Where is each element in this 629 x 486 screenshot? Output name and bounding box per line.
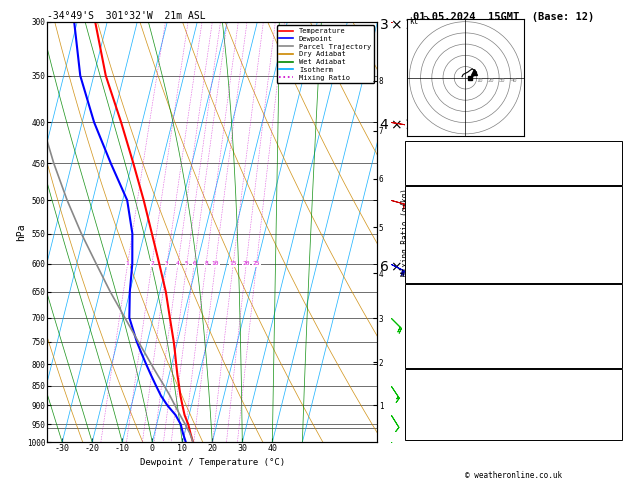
Text: 1: 1 — [126, 261, 130, 266]
Text: 15: 15 — [230, 261, 237, 266]
Text: 0: 0 — [614, 268, 620, 277]
Text: Mixing Ratio (g/kg): Mixing Ratio (g/kg) — [401, 188, 410, 276]
Text: Lifted Index: Lifted Index — [408, 327, 472, 335]
Text: 0: 0 — [614, 255, 620, 264]
Text: Pressure (mb): Pressure (mb) — [408, 299, 477, 309]
Text: 43: 43 — [609, 156, 620, 165]
Text: CIN (J): CIN (J) — [408, 353, 445, 362]
Text: Totals Totals: Totals Totals — [408, 156, 477, 165]
Y-axis label: km
ASL: km ASL — [425, 232, 440, 251]
Text: 0: 0 — [614, 353, 620, 362]
Text: 310°: 310° — [598, 411, 620, 420]
Text: 10: 10 — [212, 261, 220, 266]
Text: Dewp (°C): Dewp (°C) — [408, 214, 456, 224]
Text: StmSpd (kt): StmSpd (kt) — [408, 425, 467, 434]
Text: 4: 4 — [176, 261, 180, 266]
Text: 20: 20 — [242, 261, 250, 266]
Text: 309: 309 — [603, 228, 620, 237]
Text: K: K — [408, 143, 413, 152]
Text: 850: 850 — [603, 299, 620, 309]
Text: 40: 40 — [510, 78, 517, 83]
Text: StmDir: StmDir — [408, 411, 440, 420]
Legend: Temperature, Dewpoint, Parcel Trajectory, Dry Adiabat, Wet Adiabat, Isotherm, Mi: Temperature, Dewpoint, Parcel Trajectory… — [277, 25, 374, 83]
Text: PW (cm): PW (cm) — [408, 170, 445, 179]
Text: θᴱ (K): θᴱ (K) — [408, 313, 440, 322]
Text: 11.2: 11.2 — [598, 214, 620, 224]
Text: Lifted Index: Lifted Index — [408, 241, 472, 250]
Text: LCL: LCL — [404, 423, 418, 433]
Text: CAPE (J): CAPE (J) — [408, 340, 450, 349]
Text: 11: 11 — [609, 143, 620, 152]
Text: 5: 5 — [614, 327, 620, 335]
Text: 37: 37 — [609, 425, 620, 434]
Text: Temp (°C): Temp (°C) — [408, 201, 456, 210]
Text: 10: 10 — [477, 78, 483, 83]
Text: 30: 30 — [499, 78, 506, 83]
Text: 208: 208 — [603, 398, 620, 407]
Text: 01.05.2024  15GMT  (Base: 12): 01.05.2024 15GMT (Base: 12) — [413, 12, 594, 22]
X-axis label: Dewpoint / Temperature (°C): Dewpoint / Temperature (°C) — [140, 458, 285, 467]
Text: EH: EH — [408, 385, 418, 394]
Text: 2: 2 — [150, 261, 154, 266]
Y-axis label: hPa: hPa — [16, 223, 26, 241]
Text: θᴱ(K): θᴱ(K) — [408, 228, 435, 237]
Text: 3: 3 — [165, 261, 169, 266]
Text: 1.78: 1.78 — [598, 170, 620, 179]
Text: 6: 6 — [192, 261, 196, 266]
Text: CAPE (J): CAPE (J) — [408, 255, 450, 264]
Text: 141: 141 — [603, 385, 620, 394]
Text: 316: 316 — [603, 313, 620, 322]
Text: © weatheronline.co.uk: © weatheronline.co.uk — [465, 471, 562, 480]
Text: SREH: SREH — [408, 398, 429, 407]
Text: Surface: Surface — [495, 188, 532, 197]
Text: kt: kt — [409, 17, 419, 26]
Text: 5: 5 — [185, 261, 189, 266]
Text: 25: 25 — [253, 261, 260, 266]
Text: 20: 20 — [488, 78, 494, 83]
Text: 8: 8 — [204, 261, 208, 266]
Text: 10: 10 — [609, 241, 620, 250]
Text: 0: 0 — [614, 340, 620, 349]
Text: Hodograph: Hodograph — [489, 371, 538, 381]
Text: 13.6: 13.6 — [598, 201, 620, 210]
Text: Most Unstable: Most Unstable — [479, 286, 548, 295]
Text: -34°49'S  301°32'W  21m ASL: -34°49'S 301°32'W 21m ASL — [47, 11, 206, 21]
Text: CIN (J): CIN (J) — [408, 268, 445, 277]
